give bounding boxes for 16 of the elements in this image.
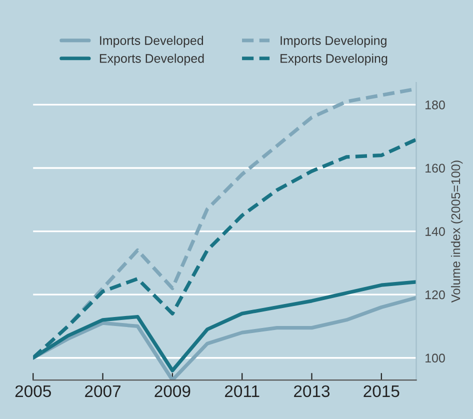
x-tick-label: 2007 (85, 385, 120, 398)
y-tick-label: 120 (426, 290, 445, 300)
legend-label: Exports Developing (280, 54, 388, 66)
y-tick-label: 180 (426, 100, 445, 110)
x-tick-label: 2013 (294, 385, 330, 398)
x-tick-label: 2015 (364, 385, 400, 398)
x-tick-label: 2011 (225, 385, 260, 398)
y-tick-label: 160 (426, 164, 445, 173)
x-tick-label: 2009 (154, 385, 190, 398)
legend-label: Imports Developing (280, 36, 386, 48)
y-axis-title: Volume index (2005=100) (450, 160, 463, 303)
legend-label: Exports Developed (100, 54, 204, 66)
x-tick-label: 2005 (15, 385, 51, 398)
y-tick-label: 100 (426, 354, 445, 363)
legend-label: Imports Developed (100, 36, 204, 48)
y-tick-label: 140 (426, 227, 445, 236)
